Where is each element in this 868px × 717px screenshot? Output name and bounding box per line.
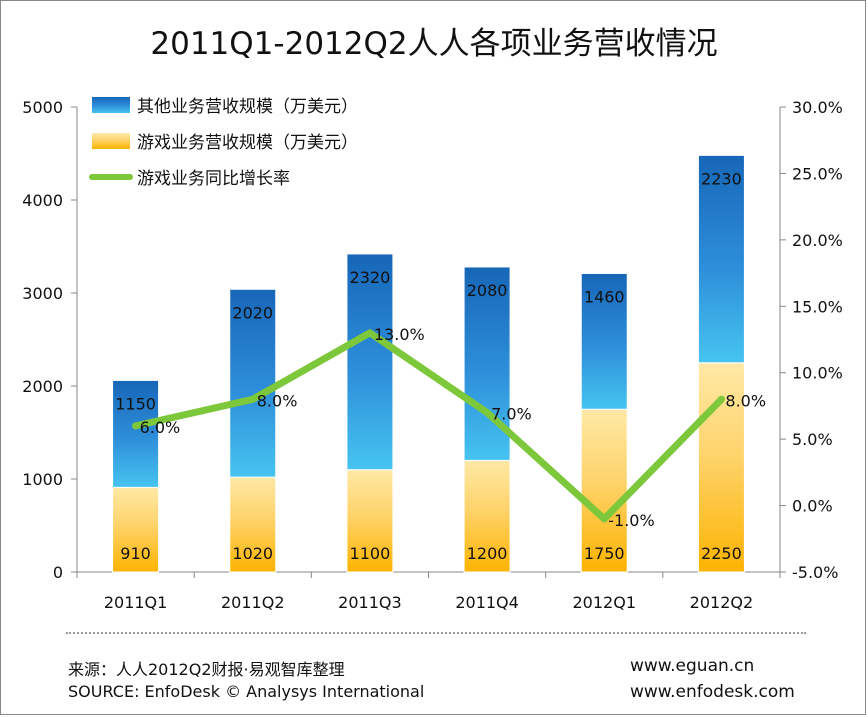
data-label-game: 1750 bbox=[584, 544, 625, 563]
x-tick-label: 2011Q3 bbox=[338, 593, 402, 612]
left-tick-label: 4000 bbox=[22, 191, 63, 210]
bar-other-revenue bbox=[346, 253, 394, 471]
site-enfodesk[interactable]: www.enfodesk.com bbox=[630, 682, 795, 702]
right-tick-label: 0.0% bbox=[792, 497, 833, 516]
growth-rate-label: 8.0% bbox=[257, 391, 298, 410]
bar-other-revenue bbox=[112, 379, 160, 488]
left-tick-label: 2000 bbox=[22, 377, 63, 396]
right-tick-label: -5.0% bbox=[792, 563, 838, 582]
growth-rate-point bbox=[717, 395, 725, 403]
bar-game-revenue bbox=[346, 469, 394, 573]
growth-rate-line bbox=[132, 329, 725, 523]
growth-rate-label: -1.0% bbox=[608, 511, 654, 530]
bar-game-revenue bbox=[580, 408, 628, 573]
legend-swatch-bar bbox=[92, 97, 130, 113]
bar-game-revenue bbox=[112, 486, 160, 573]
data-label-other: 2320 bbox=[350, 268, 391, 287]
growth-rate-label: 6.0% bbox=[140, 418, 181, 437]
site-eguan[interactable]: www.eguan.cn bbox=[630, 656, 755, 676]
growth-rate-point bbox=[600, 515, 608, 523]
legend-label: 其他业务营收规模（万美元） bbox=[137, 97, 358, 117]
data-label-other: 1460 bbox=[584, 287, 625, 306]
x-tick-label: 2011Q1 bbox=[104, 593, 168, 612]
right-tick-label: 10.0% bbox=[792, 364, 843, 383]
data-label-other: 2230 bbox=[701, 169, 742, 188]
growth-rate-label: 13.0% bbox=[374, 325, 425, 344]
data-label-game: 910 bbox=[120, 544, 151, 563]
growth-rate-point bbox=[366, 329, 374, 337]
data-label-game: 1020 bbox=[232, 544, 273, 563]
data-label-other: 1150 bbox=[115, 394, 156, 413]
legend-label: 游戏业务同比增长率 bbox=[137, 169, 290, 189]
right-tick-label: 25.0% bbox=[792, 164, 843, 183]
x-tick-label: 2011Q2 bbox=[221, 593, 285, 612]
source-cn: 来源：人人2012Q2财报·易观智库整理 bbox=[68, 660, 345, 679]
bar-game-revenue bbox=[463, 459, 511, 573]
footer-divider bbox=[66, 632, 806, 634]
left-tick-label: 0 bbox=[53, 563, 63, 582]
bar-other-revenue bbox=[580, 272, 628, 410]
growth-rate-point bbox=[249, 395, 257, 403]
data-label-game: 1200 bbox=[467, 544, 508, 563]
source-en: SOURCE: EnfoDesk © Analysys Internationa… bbox=[68, 682, 425, 701]
growth-rate-label: 8.0% bbox=[725, 391, 766, 410]
growth-rate-point bbox=[132, 422, 140, 430]
legend-swatch-bar bbox=[92, 133, 130, 149]
growth-rate-point bbox=[483, 409, 491, 417]
right-tick-label: 5.0% bbox=[792, 430, 833, 449]
left-tick-label: 1000 bbox=[22, 470, 63, 489]
growth-rate-label: 7.0% bbox=[491, 405, 532, 424]
bar-other-revenue bbox=[697, 154, 745, 364]
data-label-other: 2080 bbox=[467, 281, 508, 300]
legend-label: 游戏业务营收规模（万美元） bbox=[137, 133, 358, 153]
data-label-game: 1100 bbox=[350, 544, 391, 563]
left-tick-label: 5000 bbox=[22, 98, 63, 117]
right-tick-label: 20.0% bbox=[792, 231, 843, 250]
chart-svg: 0 1000 2000 3000 4000 5000 -5.0% 0.0% 5.0% 10.0% 1… bbox=[22, 97, 843, 612]
left-tick-label: 3000 bbox=[22, 284, 63, 303]
x-tick-label: 2012Q1 bbox=[573, 593, 637, 612]
data-label-other: 2020 bbox=[232, 303, 273, 322]
right-tick-label: 30.0% bbox=[792, 98, 843, 117]
data-label-game: 2250 bbox=[701, 544, 742, 563]
x-tick-label: 2011Q4 bbox=[455, 593, 519, 612]
right-tick-label: 15.0% bbox=[792, 297, 843, 316]
chart-title: 2011Q1-2012Q2人人各项业务营收情况 bbox=[150, 26, 718, 62]
x-tick-label: 2012Q2 bbox=[690, 593, 754, 612]
